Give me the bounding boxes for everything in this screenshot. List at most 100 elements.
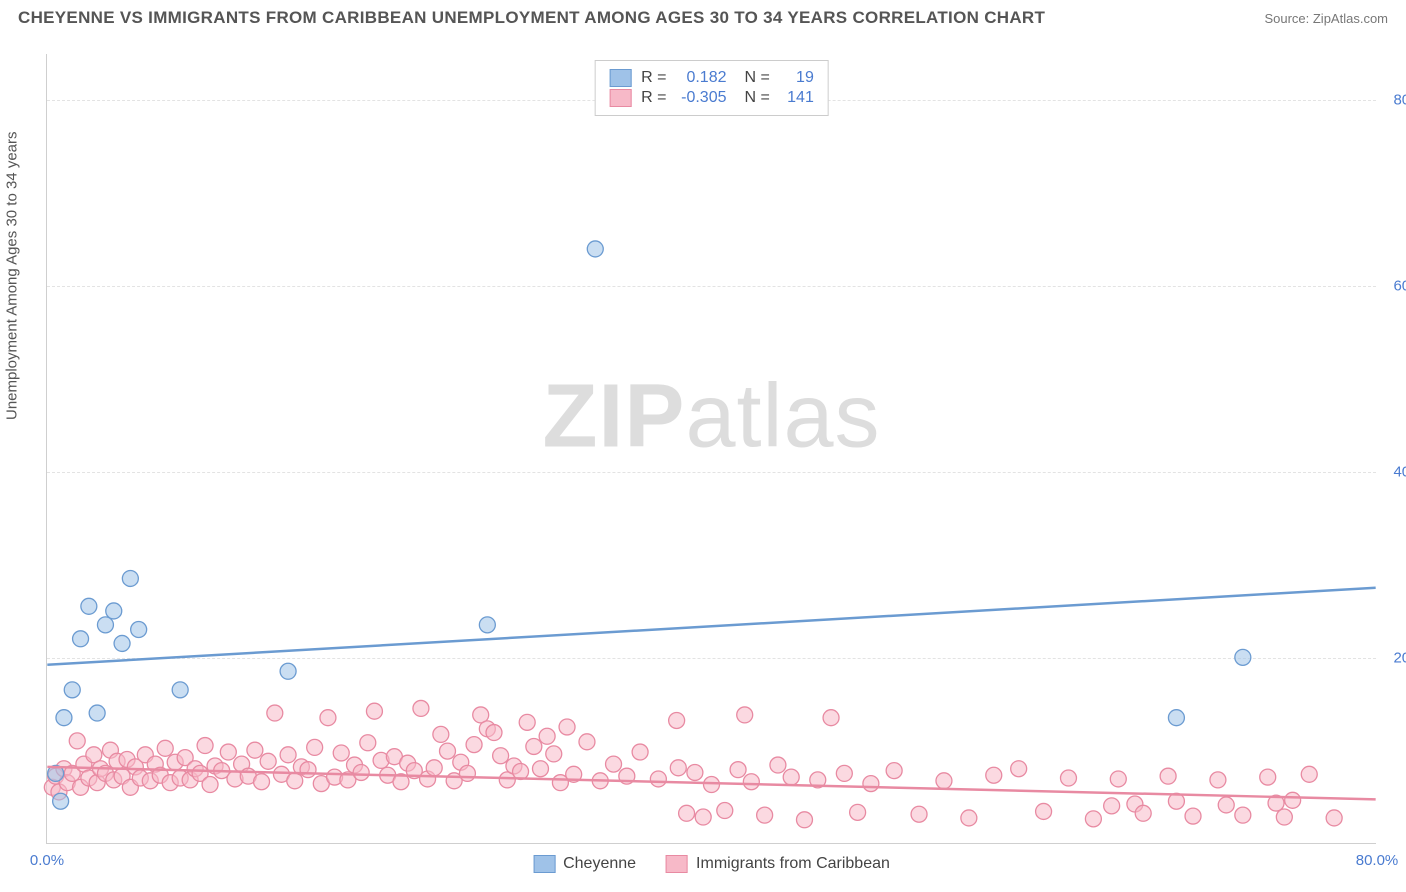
data-point bbox=[486, 725, 502, 741]
y-axis-label: Unemployment Among Ages 30 to 34 years bbox=[4, 131, 21, 420]
data-point bbox=[267, 705, 283, 721]
data-point bbox=[280, 747, 296, 763]
n-value: 141 bbox=[780, 89, 814, 107]
data-point bbox=[333, 745, 349, 761]
y-tick-label: 20.0% bbox=[1393, 650, 1406, 667]
data-point bbox=[1276, 809, 1292, 825]
data-point bbox=[669, 712, 685, 728]
data-point bbox=[81, 598, 97, 614]
data-point bbox=[836, 765, 852, 781]
data-point bbox=[97, 617, 113, 633]
data-point bbox=[863, 776, 879, 792]
trend-line bbox=[47, 588, 1375, 665]
data-point bbox=[587, 241, 603, 257]
legend-swatch bbox=[666, 855, 688, 873]
data-point bbox=[695, 809, 711, 825]
scatter-plot-svg bbox=[47, 54, 1376, 843]
data-point bbox=[197, 738, 213, 754]
title-bar: CHEYENNE VS IMMIGRANTS FROM CARIBBEAN UN… bbox=[0, 0, 1406, 32]
data-point bbox=[1326, 810, 1342, 826]
data-point bbox=[1235, 807, 1251, 823]
legend-item: Immigrants from Caribbean bbox=[666, 855, 890, 873]
data-point bbox=[911, 806, 927, 822]
data-point bbox=[679, 805, 695, 821]
data-point bbox=[532, 761, 548, 777]
data-point bbox=[783, 769, 799, 785]
data-point bbox=[737, 707, 753, 723]
data-point bbox=[1260, 769, 1276, 785]
data-point bbox=[1060, 770, 1076, 786]
data-point bbox=[440, 743, 456, 759]
data-point bbox=[936, 773, 952, 789]
data-point bbox=[307, 739, 323, 755]
data-point bbox=[360, 735, 376, 751]
r-value: -0.305 bbox=[677, 89, 727, 107]
data-point bbox=[53, 793, 69, 809]
r-value: 0.182 bbox=[677, 69, 727, 87]
legend-swatch bbox=[609, 69, 631, 87]
data-point bbox=[1210, 772, 1226, 788]
data-point bbox=[730, 762, 746, 778]
data-point bbox=[1011, 761, 1027, 777]
data-point bbox=[757, 807, 773, 823]
data-point bbox=[1235, 649, 1251, 665]
data-point bbox=[131, 622, 147, 638]
data-point bbox=[106, 603, 122, 619]
data-point bbox=[850, 804, 866, 820]
data-point bbox=[1135, 805, 1151, 821]
data-point bbox=[559, 719, 575, 735]
r-label: R = bbox=[641, 69, 666, 87]
data-point bbox=[64, 682, 80, 698]
data-point bbox=[650, 771, 666, 787]
x-tick-label: 80.0% bbox=[1356, 852, 1399, 869]
data-point bbox=[260, 753, 276, 769]
series-legend: Cheyenne Immigrants from Caribbean bbox=[533, 855, 890, 873]
data-point bbox=[770, 757, 786, 773]
data-point bbox=[69, 733, 85, 749]
data-point bbox=[254, 774, 270, 790]
data-point bbox=[157, 740, 173, 756]
chart-plot-area: ZIPatlas R =0.182N =19R =-0.305N =141 Ch… bbox=[46, 54, 1376, 844]
legend-swatch bbox=[609, 89, 631, 107]
data-point bbox=[717, 803, 733, 819]
data-point bbox=[823, 710, 839, 726]
data-point bbox=[73, 631, 89, 647]
data-point bbox=[1285, 792, 1301, 808]
data-point bbox=[687, 764, 703, 780]
data-point bbox=[172, 682, 188, 698]
n-label: N = bbox=[745, 89, 770, 107]
stats-legend-row: R =0.182N =19 bbox=[609, 69, 814, 87]
data-point bbox=[519, 714, 535, 730]
data-point bbox=[986, 767, 1002, 783]
y-tick-label: 80.0% bbox=[1393, 92, 1406, 109]
data-point bbox=[1301, 766, 1317, 782]
data-point bbox=[56, 710, 72, 726]
data-point bbox=[796, 812, 812, 828]
data-point bbox=[670, 760, 686, 776]
chart-title: CHEYENNE VS IMMIGRANTS FROM CARIBBEAN UN… bbox=[18, 8, 1045, 28]
data-point bbox=[426, 760, 442, 776]
data-point bbox=[114, 635, 130, 651]
stats-legend-row: R =-0.305N =141 bbox=[609, 89, 814, 107]
data-point bbox=[459, 765, 475, 781]
data-point bbox=[1036, 803, 1052, 819]
data-point bbox=[1218, 797, 1234, 813]
data-point bbox=[546, 746, 562, 762]
data-point bbox=[1168, 710, 1184, 726]
data-point bbox=[1160, 768, 1176, 784]
legend-item: Cheyenne bbox=[533, 855, 636, 873]
x-tick-label: 0.0% bbox=[30, 852, 64, 869]
legend-label: Cheyenne bbox=[563, 855, 636, 873]
data-point bbox=[539, 728, 555, 744]
legend-swatch bbox=[533, 855, 555, 873]
data-point bbox=[320, 710, 336, 726]
data-point bbox=[122, 570, 138, 586]
data-point bbox=[202, 777, 218, 793]
n-value: 19 bbox=[780, 69, 814, 87]
data-point bbox=[1085, 811, 1101, 827]
data-point bbox=[413, 700, 429, 716]
legend-label: Immigrants from Caribbean bbox=[696, 855, 890, 873]
data-point bbox=[632, 744, 648, 760]
data-point bbox=[466, 737, 482, 753]
data-point bbox=[1110, 771, 1126, 787]
